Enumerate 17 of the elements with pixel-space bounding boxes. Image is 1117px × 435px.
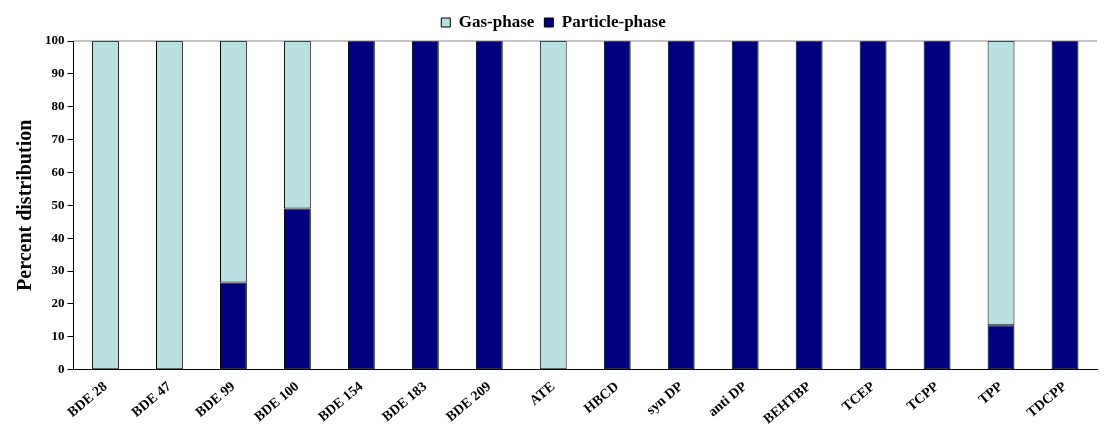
y-tick-label: 0 [58, 360, 65, 376]
y-tick-label: 10 [51, 328, 65, 344]
y-tick-label: 80 [51, 98, 65, 114]
y-tick-label: 40 [51, 229, 65, 245]
y-axis-title: Percent distribution [13, 119, 36, 291]
y-tick-label: 70 [51, 130, 65, 146]
y-tick-label: 50 [51, 196, 65, 212]
x-tick-label: TPP [975, 378, 1006, 408]
legend-label: Gas-phase [458, 11, 535, 31]
y-tick-label: 30 [51, 262, 65, 278]
y-tick-label: 60 [51, 163, 65, 179]
legend-label: Particle-phase [561, 11, 667, 31]
y-tick-label: 20 [51, 295, 65, 311]
x-tick-label: anti DP [704, 378, 750, 420]
y-tick-label: 100 [45, 32, 65, 48]
x-tick-label: syn DP [643, 378, 686, 418]
y-tick-label: 90 [51, 65, 65, 81]
